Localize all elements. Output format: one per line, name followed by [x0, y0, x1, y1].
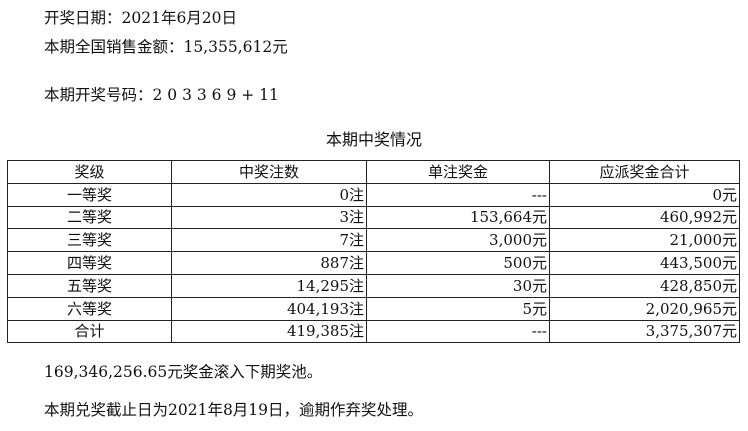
table-cell: 428,850元 [549, 273, 740, 298]
table-cell: 2,020,965元 [549, 296, 740, 321]
table-cell: 21,000元 [549, 228, 740, 253]
table-cell: 3注 [171, 205, 367, 230]
table-cell: 五等奖 [7, 273, 172, 298]
column-header: 奖级 [7, 160, 172, 184]
table-row: 合计 419,385注 --- 3,375,307元 [7, 319, 740, 344]
table-row: 五等奖 14,295注 30元 428,850元 [7, 273, 740, 298]
table-cell: 500元 [366, 251, 550, 275]
table-cell: 404,193注 [171, 296, 367, 321]
deadline-note: 本期兑奖截止日为2021年8月19日，逾期作弃奖处理。 [44, 401, 424, 419]
table-header-row: 奖级 中奖注数 单注奖金 应派奖金合计 [7, 160, 740, 184]
table-cell: 合计 [7, 319, 172, 344]
table-row: 二等奖 3注 153,664元 460,992元 [7, 205, 740, 230]
table-cell: 3,375,307元 [549, 319, 740, 344]
table-cell: 30元 [366, 273, 550, 298]
table-cell: 153,664元 [366, 205, 550, 230]
table-row: 六等奖 404,193注 5元 2,020,965元 [7, 296, 740, 321]
winning-numbers: 本期开奖号码：2 0 3 3 6 9 + 11 [44, 86, 279, 104]
draw-date: 开奖日期：2021年6月20日 [44, 9, 238, 27]
table-cell: 四等奖 [7, 251, 172, 275]
table-row: 一等奖 0注 --- 0元 [7, 182, 740, 207]
table-row: 四等奖 887注 500元 443,500元 [7, 251, 740, 275]
prize-pool-note: 169,346,256.65元奖金滚入下期奖池。 [44, 363, 323, 381]
table-cell: 460,992元 [549, 205, 740, 230]
table-cell: 二等奖 [7, 205, 172, 230]
table-cell: 419,385注 [171, 319, 367, 344]
table-cell: 14,295注 [171, 273, 367, 298]
table-cell: 0元 [549, 182, 740, 207]
prize-table: 奖级 中奖注数 单注奖金 应派奖金合计 一等奖 0注 --- 0元 二等奖 3注 153,664元 4… [7, 160, 740, 344]
column-header: 中奖注数 [171, 160, 367, 184]
table-cell: 7注 [171, 228, 367, 253]
column-header: 单注奖金 [366, 160, 550, 184]
table-cell: 三等奖 [7, 228, 172, 253]
table-cell: 一等奖 [7, 182, 172, 207]
table-cell: 0注 [171, 182, 367, 207]
table-title: 本期中奖情况 [325, 130, 422, 149]
table-cell: 六等奖 [7, 296, 172, 321]
table-cell: 3,000元 [366, 228, 550, 253]
sales-amount: 本期全国销售金额：15,355,612元 [44, 38, 288, 56]
column-header: 应派奖金合计 [549, 160, 740, 184]
table-cell: 887注 [171, 251, 367, 275]
table-cell: 443,500元 [549, 251, 740, 275]
table-cell: 5元 [366, 296, 550, 321]
table-row: 三等奖 7注 3,000元 21,000元 [7, 228, 740, 253]
table-cell: --- [366, 319, 550, 344]
table-cell: --- [366, 182, 550, 207]
